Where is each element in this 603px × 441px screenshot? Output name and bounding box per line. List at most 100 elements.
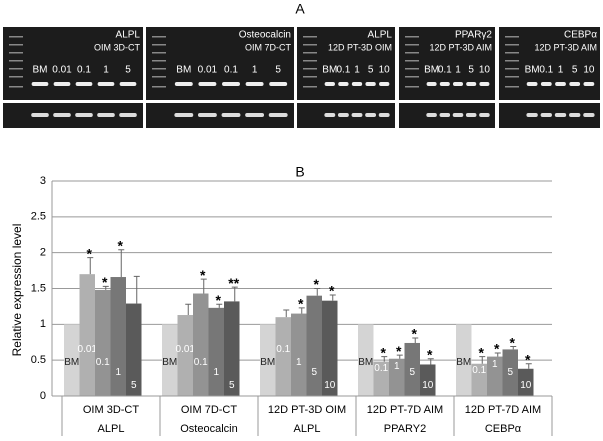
- bar: [193, 293, 209, 396]
- bar-label: BM: [64, 357, 79, 368]
- y-tick-label: 1: [40, 318, 46, 330]
- ladder-band: [152, 36, 166, 38]
- bar: [487, 356, 503, 396]
- strip-band: [324, 113, 336, 117]
- gel-band: [569, 82, 581, 86]
- strip-band: [351, 113, 363, 117]
- ladder-band: [505, 86, 519, 88]
- error-bar: [231, 286, 238, 302]
- bar-label: 1: [296, 357, 302, 368]
- bar-label: 10: [520, 380, 532, 391]
- bar-label: 10: [422, 380, 434, 391]
- bar-label: 1: [115, 367, 121, 378]
- ladder-band: [505, 68, 519, 70]
- lane-label: 1: [455, 65, 461, 76]
- y-tick-label: 0.5: [31, 354, 46, 366]
- lane-label: 1: [558, 65, 564, 76]
- gel-image: [399, 27, 495, 100]
- gel-band: [365, 82, 376, 86]
- significance-mark: *: [510, 334, 516, 350]
- ladder-band: [505, 36, 519, 38]
- gel-image: [146, 27, 294, 100]
- bar-label: 1: [394, 361, 400, 372]
- bar-label: 5: [131, 380, 137, 391]
- significance-mark: *: [216, 292, 222, 308]
- error-bar: [216, 303, 223, 308]
- strip-band: [31, 113, 49, 117]
- ladder-band: [9, 86, 23, 88]
- lane-label: 0.01: [198, 65, 218, 76]
- error-bar: [479, 356, 486, 364]
- strip-band: [245, 113, 265, 117]
- lane-label: 5: [468, 65, 474, 76]
- lane-label: 0.1: [224, 65, 238, 76]
- gel-band: [53, 82, 71, 86]
- strip-band: [526, 113, 538, 117]
- bar-label: 5: [409, 367, 415, 378]
- lane-label: 1: [252, 65, 258, 76]
- significance-mark: *: [298, 296, 304, 312]
- x-gene-label: CEBPα: [485, 423, 522, 435]
- gel-image: [3, 27, 143, 100]
- y-tick-label: 3: [40, 175, 46, 187]
- lane-label: BM: [424, 65, 439, 76]
- bar: [275, 317, 291, 396]
- x-tick-label: 12D PT-7D AIM: [465, 404, 541, 416]
- gel-band: [119, 82, 137, 86]
- lane-label: BM: [176, 65, 191, 76]
- lane-label: 10: [379, 65, 391, 76]
- ladder-band: [405, 36, 419, 38]
- ladder-band: [152, 86, 166, 88]
- x-gene-label: PPARY2: [384, 423, 426, 435]
- lane-label: 5: [275, 65, 281, 76]
- error-bar: [314, 288, 321, 296]
- gel-band: [379, 82, 390, 86]
- gel-band: [466, 82, 477, 86]
- lane-label: 1: [354, 65, 360, 76]
- ladder-band: [505, 60, 519, 62]
- gel-title: CEBPα: [564, 30, 597, 41]
- gel-subtitle: 12D PT-3D AIM: [429, 42, 492, 52]
- ladder-band: [152, 76, 166, 78]
- lane-label: BM: [33, 65, 48, 76]
- error-bar: [283, 309, 290, 318]
- ladder-band: [9, 44, 23, 46]
- bar: [518, 368, 534, 396]
- x-gene-label: ALPL: [98, 423, 125, 435]
- bar-label: 1: [213, 367, 219, 378]
- strip-band: [174, 113, 194, 117]
- gel-subtitle: 12D PT-3D OIM: [328, 42, 392, 52]
- ladder-band: [303, 44, 317, 46]
- gel-title: Osteocalcin: [239, 30, 291, 41]
- gel-subtitle: OIM 7D-CT: [245, 42, 292, 52]
- gel-band: [31, 82, 49, 86]
- ladder-band: [9, 68, 23, 70]
- strip-band: [569, 113, 581, 117]
- gel-band: [526, 82, 538, 86]
- bar: [64, 324, 80, 396]
- lane-label: 0.01: [52, 65, 72, 76]
- significance-mark: *: [381, 344, 387, 360]
- bar: [162, 324, 178, 396]
- lane-label: 0.1: [539, 65, 553, 76]
- gel-band: [426, 82, 437, 86]
- strip-band: [452, 113, 464, 117]
- bar: [471, 363, 487, 396]
- bar-label: 5: [507, 367, 513, 378]
- gel-band: [479, 82, 490, 86]
- bar-label: 0.1: [276, 344, 290, 355]
- bar: [502, 349, 518, 396]
- bar: [456, 324, 472, 396]
- bar: [291, 313, 307, 396]
- significance-mark: *: [525, 351, 531, 367]
- gel-title: ALPL: [368, 30, 393, 41]
- bar: [208, 307, 224, 396]
- y-tick-label: 2: [40, 247, 46, 259]
- gel-image: [297, 27, 395, 100]
- bar-label: 0.1: [472, 365, 486, 376]
- error-bar: [298, 307, 305, 314]
- gel-band: [351, 82, 363, 86]
- x-gene-label: ALPL: [294, 423, 321, 435]
- x-tick-label: OIM 3D-CT: [83, 404, 140, 416]
- ladder-band: [303, 52, 317, 54]
